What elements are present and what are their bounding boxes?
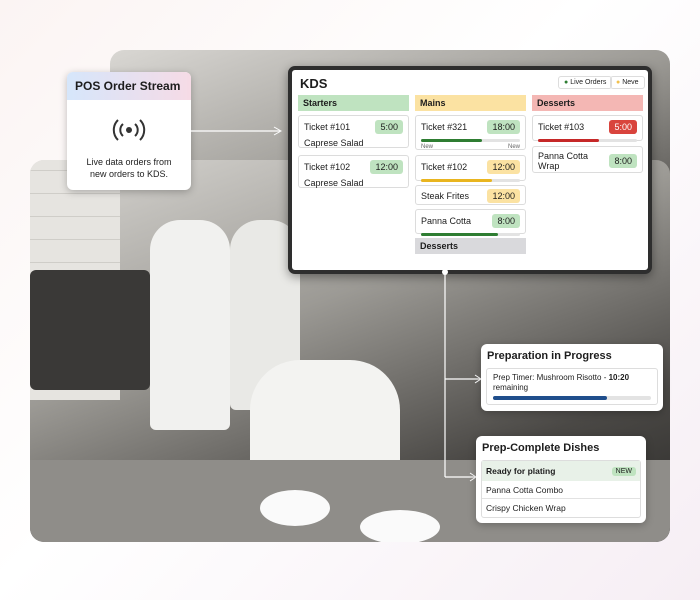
ticket-note: New [507, 144, 520, 150]
stream-icon [112, 119, 146, 141]
ticket-name: Ticket #102 [304, 162, 351, 172]
ticket: Ticket #101 5:00 Caprese Salad [298, 115, 409, 148]
prep-timer: Prep Timer: Mushroom Risotto - 10:20 rem… [486, 368, 658, 405]
column-header: Desserts [532, 95, 643, 111]
ticket: Panna Cotta Wrap 8:00 [532, 146, 643, 173]
ticket-name: Ticket #103 [538, 122, 585, 132]
ticket-time: 12:00 [487, 189, 520, 203]
ticket: Ticket #103 5:00 [532, 115, 643, 142]
ticket-item: Caprese Salad [304, 138, 364, 148]
ticket-name: Ticket #321 [421, 122, 468, 132]
arrow [190, 126, 283, 136]
pos-description: Live data orders from new orders to KDS. [86, 157, 172, 179]
ticket-time: 8:00 [492, 214, 520, 228]
ticket: Ticket #102 12:00 [415, 155, 526, 182]
legend-item: Live Orders [570, 79, 607, 86]
ticket-note: New [421, 144, 434, 150]
kds-title: KDS [300, 76, 328, 91]
kds-panel: KDS ● Live Orders ● Neve Starters Ticket… [288, 66, 652, 274]
progress-bar [538, 139, 637, 142]
ticket: Steak Frites 12:00 [415, 185, 526, 205]
connector [442, 269, 482, 482]
legend: ● Neve [610, 76, 645, 89]
ticket-name: Panna Cotta Wrap [538, 151, 589, 171]
ticket-name: Panna Cotta [421, 216, 472, 226]
prep-suffix: remaining [493, 383, 529, 392]
ticket-name: Ticket #101 [304, 122, 351, 132]
prep-progress-title: Preparation in Progress [487, 350, 612, 362]
progress-bar [421, 233, 520, 236]
prep-complete-card: Prep-Complete Dishes Ready for plating NE… [476, 436, 646, 523]
dish-badge: NEW [611, 466, 636, 476]
dish-header: Ready for plating [486, 466, 556, 476]
prep-progress-card: Preparation in Progress Prep Timer: Mush… [481, 344, 663, 411]
column-header: Starters [298, 95, 409, 111]
dish-item: Panna Cotta Combo [482, 481, 640, 499]
ticket-time: 8:00 [609, 154, 637, 168]
column-header: Mains [415, 95, 526, 111]
prep-label: Prep Timer: Mushroom Risotto - [493, 373, 607, 382]
ticket-time: 5:00 [609, 120, 637, 134]
ticket: Ticket #321 18:00 New New [415, 115, 526, 150]
ticket-name: Ticket #102 [421, 162, 468, 172]
legend-item: Neve [622, 79, 639, 86]
pos-card: POS Order Stream Live data orders from n… [67, 72, 191, 190]
prep-time: 10:20 [608, 373, 630, 382]
ticket-time: 12:00 [487, 160, 520, 174]
legend: ● Live Orders [558, 76, 613, 89]
pos-title: POS Order Stream [67, 72, 191, 100]
ticket-name: Steak Frites [421, 191, 470, 201]
ticket: Panna Cotta 8:00 [415, 209, 526, 236]
ticket-time: 18:00 [487, 120, 520, 134]
ticket: Ticket #102 12:00 Caprese Salad [298, 155, 409, 188]
progress-bar [421, 179, 520, 182]
column-footer: Desserts [415, 238, 526, 254]
progress-bar [421, 139, 520, 142]
prep-complete-title: Prep-Complete Dishes [482, 442, 600, 454]
dish-item: Crispy Chicken Wrap [486, 503, 566, 513]
ticket-time: 12:00 [370, 160, 403, 174]
ticket-time: 5:00 [375, 120, 403, 134]
ticket-item: Caprese Salad [304, 178, 364, 188]
dish-list: Ready for plating NEW Panna Cotta Combo C… [481, 460, 641, 518]
